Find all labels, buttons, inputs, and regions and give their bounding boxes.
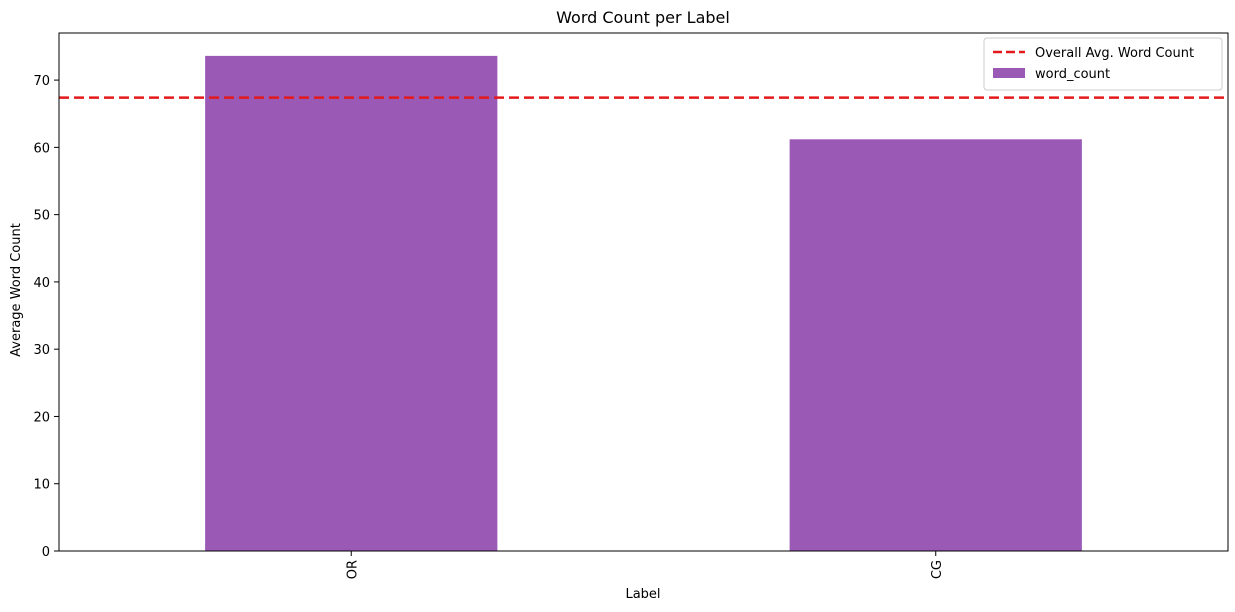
plot-area: 0 10 20 30 40 50 60 70 OR CG xyxy=(33,55,1228,579)
x-tick-label: CG xyxy=(930,560,945,579)
y-tick-label: 70 xyxy=(33,74,50,89)
y-tick-label: 10 xyxy=(33,478,50,493)
legend-reference-line-label: Overall Avg. Word Count xyxy=(1035,46,1194,61)
y-tick-label: 30 xyxy=(33,343,50,358)
y-axis-label: Average Word Count xyxy=(9,223,24,357)
plot-frame xyxy=(58,32,1229,552)
bar-cg xyxy=(789,139,1082,552)
y-tick-label: 60 xyxy=(33,141,50,156)
x-tick-label: OR xyxy=(345,560,360,579)
legend-series-swatch xyxy=(993,68,1025,78)
legend-series-label: word_count xyxy=(1035,67,1110,82)
x-axis-label: Label xyxy=(625,587,660,602)
y-tick-label: 50 xyxy=(33,209,50,224)
y-tick-label: 40 xyxy=(33,276,50,291)
chart-title: Word Count per Label xyxy=(556,8,730,27)
y-tick-label: 20 xyxy=(33,410,50,425)
y-tick-label: 0 xyxy=(42,545,50,560)
bar-or xyxy=(205,55,498,551)
legend: Overall Avg. Word Count word_count xyxy=(983,37,1223,91)
legend-box xyxy=(983,37,1223,91)
